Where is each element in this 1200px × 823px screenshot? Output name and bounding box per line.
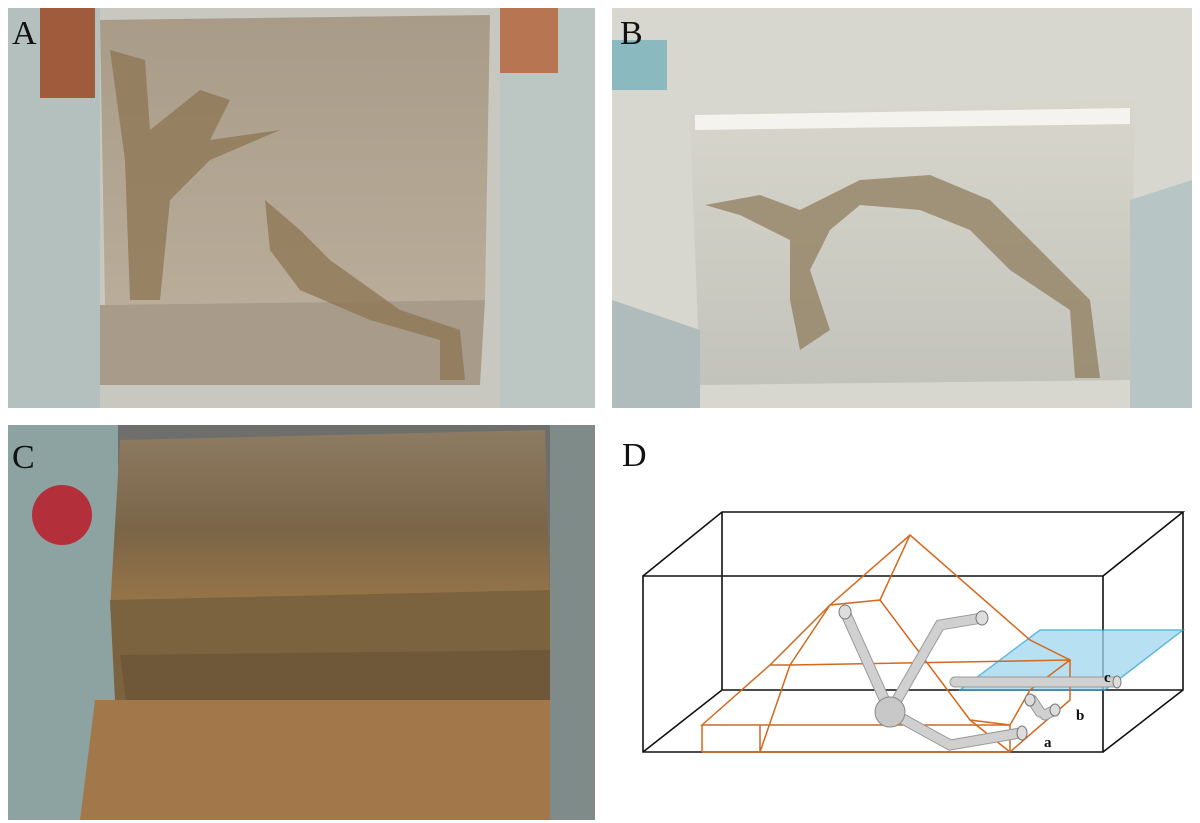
panel-label: B <box>620 15 643 52</box>
page: a b c A B C D (() => { const data = JSON… <box>0 0 1200 823</box>
diagram-label: a <box>1044 735 1052 751</box>
panel-label: C <box>12 439 35 476</box>
diagram: a b c <box>643 512 1183 752</box>
diagram-label: c <box>1104 670 1111 686</box>
photo-b <box>612 8 1192 408</box>
panel-label: D <box>622 437 647 474</box>
figure: a b c A B C D <box>0 0 1200 823</box>
photo-a <box>8 8 595 408</box>
panel-label: A <box>12 15 37 52</box>
photo-c <box>8 425 595 820</box>
diagram-label: b <box>1076 708 1084 724</box>
